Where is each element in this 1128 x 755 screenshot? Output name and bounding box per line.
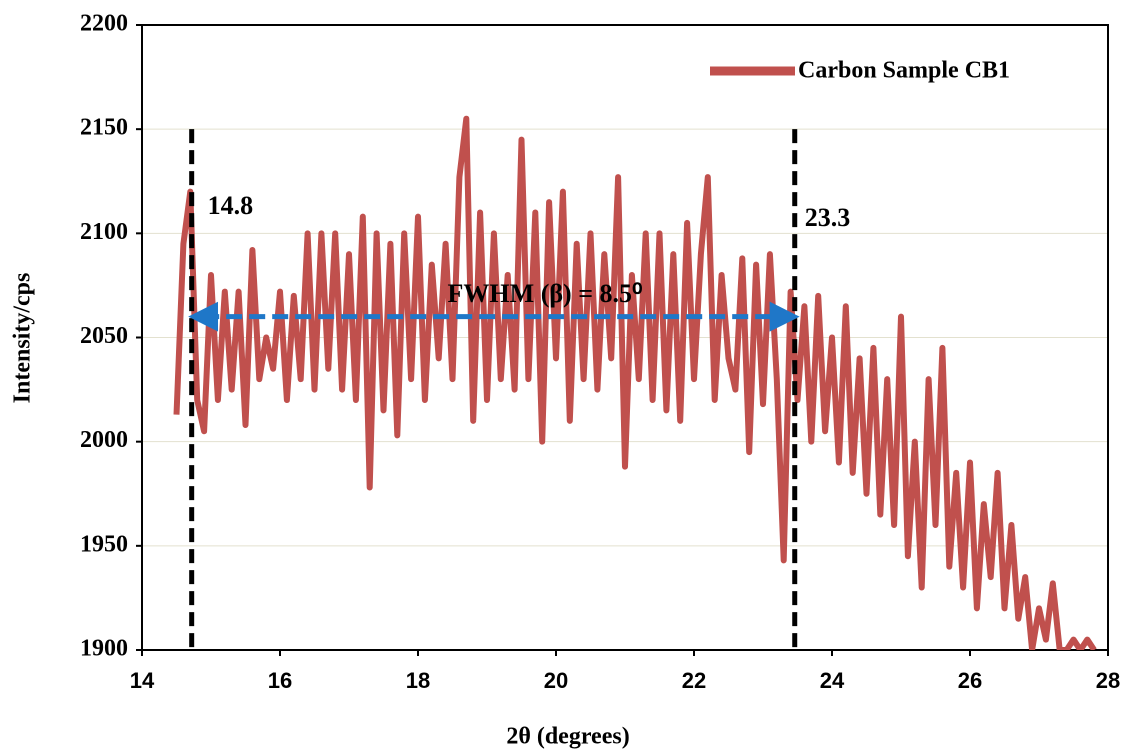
x-tick-label: 28 bbox=[1096, 668, 1120, 693]
plot-frame bbox=[141, 24, 1109, 651]
annotation: 23.3 bbox=[805, 203, 851, 232]
annotation: FWHM (β) = 8.5⁰ bbox=[448, 279, 643, 308]
plot-area bbox=[173, 115, 1097, 650]
x-tick-label: 16 bbox=[268, 668, 292, 693]
y-tick-label: 1900 bbox=[80, 636, 128, 662]
y-tick-label: 2150 bbox=[80, 115, 128, 141]
x-tick-label: 20 bbox=[544, 668, 568, 693]
y-tick-label: 2000 bbox=[80, 427, 128, 453]
x-tick-label: 24 bbox=[820, 668, 845, 693]
annotation: 14.8 bbox=[208, 191, 254, 220]
x-tick-label: 22 bbox=[682, 668, 706, 693]
y-tick-label: 2100 bbox=[80, 219, 128, 245]
x-tick-label: 18 bbox=[406, 668, 430, 693]
y-tick-label: 2050 bbox=[80, 323, 128, 349]
y-axis-title: Intensity/cps bbox=[10, 273, 36, 404]
x-axis-title: 2θ (degrees) bbox=[506, 724, 629, 750]
x-tick-label: 26 bbox=[958, 668, 982, 693]
x-tick-label: 14 bbox=[130, 668, 155, 693]
y-tick-label: 1950 bbox=[80, 531, 128, 557]
y-tick-label: 2200 bbox=[80, 11, 128, 37]
legend-label: Carbon Sample CB1 bbox=[798, 58, 1010, 84]
data-line bbox=[173, 115, 1097, 650]
